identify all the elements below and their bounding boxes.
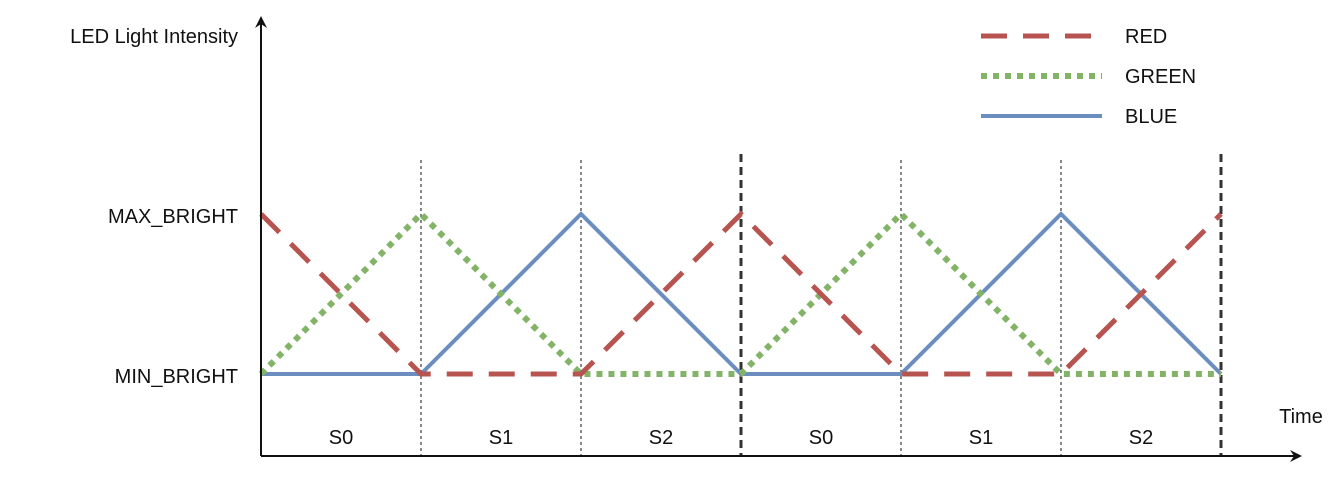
segment-label-5: S1 bbox=[969, 427, 993, 449]
legend: RED GREEN BLUE bbox=[981, 26, 1196, 128]
segment-label-6: S2 bbox=[1129, 427, 1153, 449]
y-tick-label-max: MAX_BRIGHT bbox=[108, 206, 238, 228]
segment-label-3: S2 bbox=[649, 427, 673, 449]
segment-label-1: S0 bbox=[329, 427, 353, 449]
y-axis-label: LED Light Intensity bbox=[70, 26, 238, 48]
series-layer bbox=[258, 209, 1223, 377]
legend-label-blue: BLUE bbox=[1125, 106, 1177, 128]
legend-label-red: RED bbox=[1125, 26, 1167, 48]
segment-boundaries bbox=[420, 154, 1223, 456]
series-green-line bbox=[258, 209, 1221, 377]
legend-label-green: GREEN bbox=[1125, 66, 1196, 88]
x-axis-label: Time bbox=[1279, 406, 1323, 428]
segment-label-4: S0 bbox=[809, 427, 833, 449]
y-tick-label-min: MIN_BRIGHT bbox=[115, 366, 238, 388]
segment-label-2: S1 bbox=[489, 427, 513, 449]
segment-labels: S0 S1 S2 S0 S1 S2 bbox=[329, 427, 1153, 449]
series-red-line bbox=[259, 210, 1223, 377]
